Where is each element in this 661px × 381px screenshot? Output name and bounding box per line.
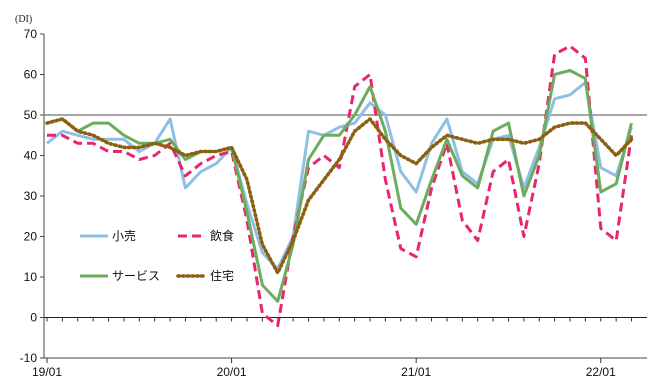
series-line-2 [47,44,633,328]
y-tick-label: 30 [24,189,38,203]
series-line-3 [46,68,633,303]
legend-label: 住宅 [210,268,234,283]
y-tick-label: 50 [24,108,38,122]
y-tick-label: 10 [24,270,38,284]
legend-label: サービス [112,269,160,283]
y-tick-label: 0 [30,311,37,325]
x-tick-label: 22/01 [586,365,616,379]
legend-label: 飲食 [210,228,234,243]
x-tick-label: 20/01 [217,365,247,379]
x-tick-label: 21/01 [401,365,431,379]
y-tick-label: 20 [24,230,38,244]
y-tick-label: 60 [24,68,38,82]
y-tick-label: -10 [20,351,38,365]
series-line-1 [46,81,633,271]
y-axis-unit-label: (DI) [15,14,32,25]
cropped-title-strip [0,0,661,6]
y-tick-label: 40 [24,149,38,163]
legend-label: 小売 [112,228,136,243]
series-line-4 [45,117,634,275]
y-tick-label: 70 [24,27,38,41]
x-tick-label: 19/01 [32,365,62,379]
